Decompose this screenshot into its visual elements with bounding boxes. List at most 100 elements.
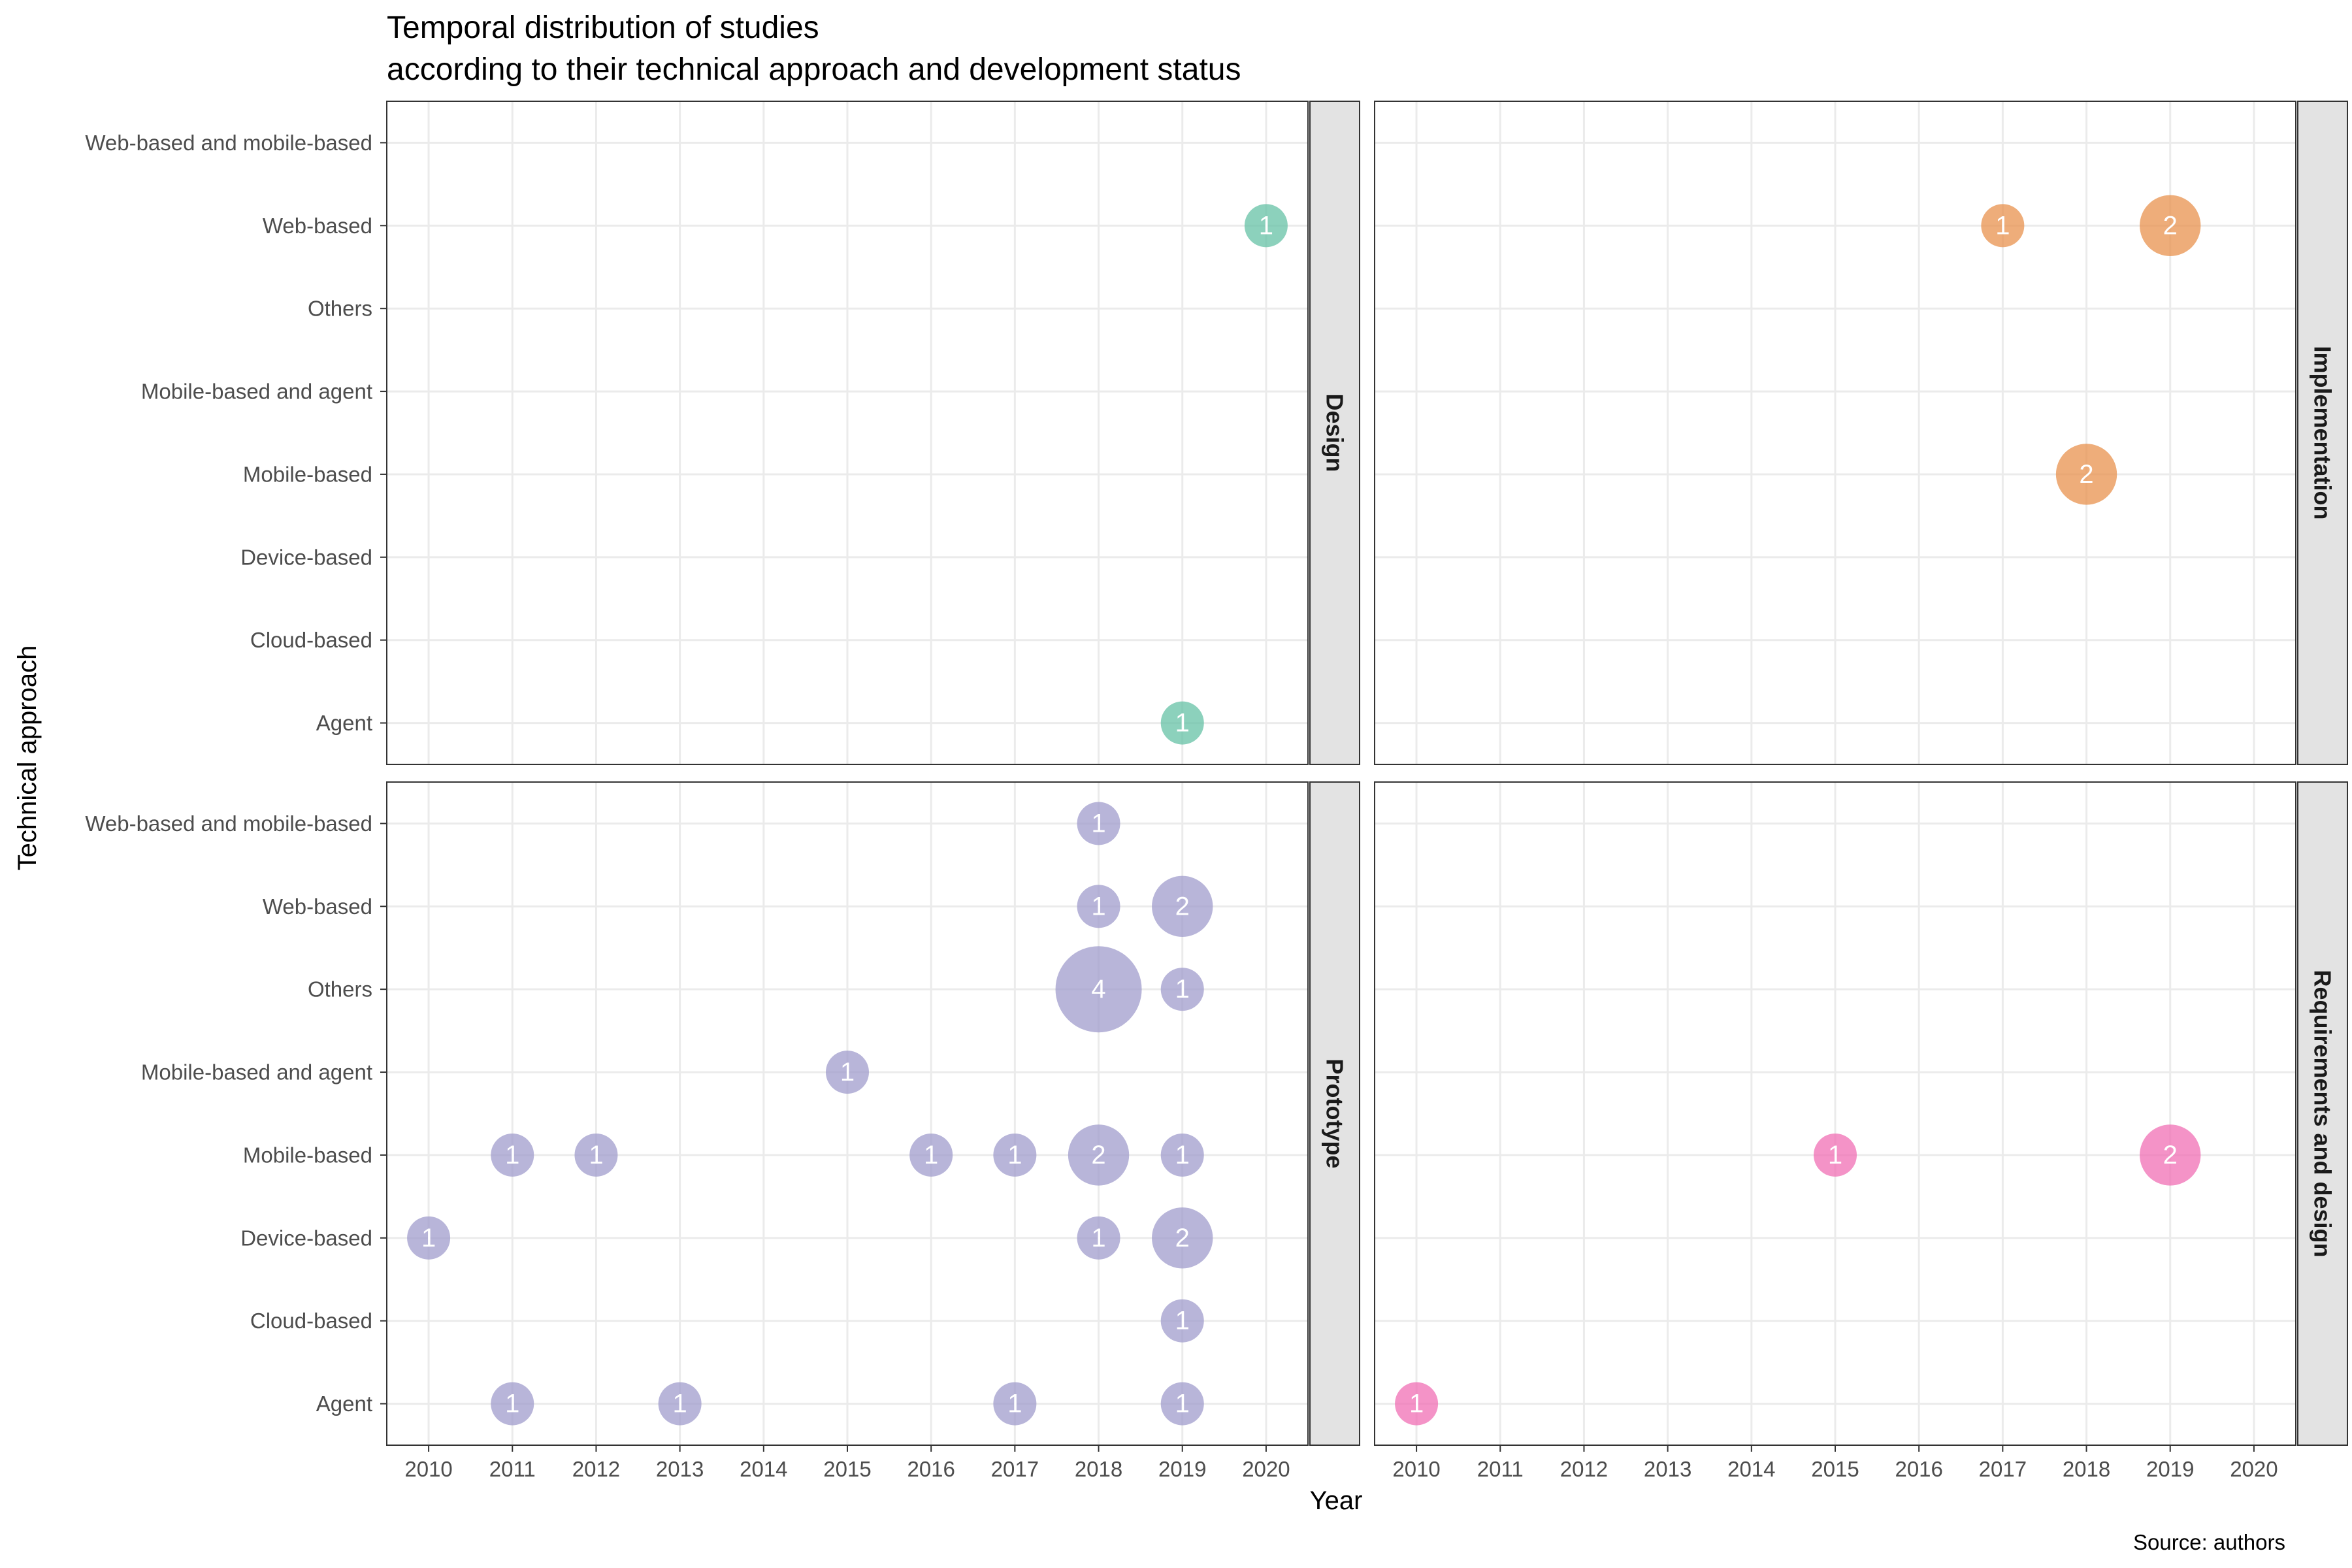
panel-border (1374, 101, 2296, 765)
bubble-prototype-2018-web-based (1077, 885, 1120, 928)
chart-title-line-1: Temporal distribution of studies (387, 10, 819, 45)
x-tick-label-2017: 2017 (991, 1457, 1039, 1481)
bubble-prototype-2018-device-based (1077, 1216, 1120, 1260)
y-tick-label-web-based: Web-based (263, 214, 372, 238)
x-tick-label-2011: 2011 (489, 1457, 536, 1481)
y-tick-label-mobile-based-and-agent: Mobile-based and agent (141, 380, 372, 404)
bubble-requirements-and-design-2019-mobile-based (2140, 1124, 2201, 1186)
y-tick-label-cloud-based: Cloud-based (250, 1309, 372, 1333)
bubble-label: 1 (1828, 1141, 1842, 1169)
panel-requirements-and-design: Requirements and design 2010 2011 2012 2013 2… (1374, 781, 2348, 1481)
y-tick-label-mobile-based: Mobile-based (243, 1143, 372, 1167)
strip-background (1309, 781, 1360, 1446)
strip-label-requirements-and-design: Requirements and design (2310, 970, 2336, 1257)
x-tick-label-2016: 2016 (907, 1457, 955, 1481)
bubble-prototype-2018-web-based-and-mobile-based (1077, 802, 1120, 845)
x-tick-label-2019: 2019 (2146, 1457, 2194, 1481)
bubble-design-2019-agent (1160, 701, 1204, 745)
bubble-prototype-2016-mobile-based (909, 1133, 953, 1177)
bubble-label: 1 (1175, 1141, 1190, 1169)
x-tick-label-2020: 2020 (1242, 1457, 1290, 1481)
x-tick-label-2017: 2017 (1979, 1457, 2027, 1481)
x-tick-label-2014: 2014 (740, 1457, 787, 1481)
x-tick-label-2015: 2015 (1811, 1457, 1859, 1481)
chart-title-line-2: according to their technical approach an… (387, 52, 1241, 87)
bubble-label: 1 (1007, 1141, 1022, 1169)
panel-implementation: Implementation 1 2 2 (1374, 101, 2348, 765)
y-tick-label-web-based-and-mobile-based: Web-based and mobile-based (85, 811, 372, 836)
x-tick-label-2014: 2014 (1727, 1457, 1775, 1481)
bubble-prototype-2010-device-based (407, 1216, 451, 1260)
y-tick-label-others: Others (308, 297, 372, 321)
x-tick-label-2018: 2018 (2063, 1457, 2110, 1481)
bubble-label: 2 (1175, 892, 1190, 921)
y-tick-label-cloud-based: Cloud-based (250, 628, 372, 652)
strip-label-prototype: Prototype (1322, 1058, 1348, 1168)
caption: Source: authors (2133, 1530, 2285, 1554)
bubble-label: 1 (1175, 1307, 1190, 1335)
x-tick-label-2015: 2015 (823, 1457, 871, 1481)
panel-border (386, 101, 1309, 765)
strip-label-design: Design (1322, 393, 1348, 472)
bubble-prototype-2019-cloud-based (1160, 1299, 1204, 1343)
bubble-implementation-2019-web-based (2140, 195, 2201, 256)
bubble-label: 1 (505, 1141, 519, 1169)
y-tick-label-others: Others (308, 977, 372, 1002)
panel-design: Design Agent Cloud-based Device-based Mobile… (85, 101, 1360, 765)
y-tick-label-device-based: Device-based (240, 545, 372, 569)
bubble-prototype-2019-web-based (1152, 875, 1213, 937)
strip-label-implementation: Implementation (2310, 346, 2336, 519)
bubble-prototype-2019-agent (1160, 1382, 1204, 1426)
bubble-requirements-and-design-2010-agent (1395, 1382, 1439, 1426)
bubble-label: 1 (1175, 1390, 1190, 1418)
bubble-prototype-2018-others (1055, 946, 1142, 1033)
bubble-label: 1 (1007, 1390, 1022, 1418)
x-tick-label-2013: 2013 (656, 1457, 704, 1481)
bubble-prototype-2018-mobile-based (1068, 1124, 1130, 1186)
bubble-label: 1 (1175, 709, 1190, 738)
bubble-prototype-2019-mobile-based (1160, 1133, 1204, 1177)
bubble-prototype-2013-agent (658, 1382, 702, 1426)
bubble-label: 1 (924, 1141, 938, 1169)
bubble-label: 2 (2163, 211, 2178, 240)
bubble-label: 1 (1259, 211, 1273, 240)
bubble-label: 1 (1091, 809, 1105, 838)
x-tick-label-2012: 2012 (572, 1457, 620, 1481)
x-tick-label-2010: 2010 (404, 1457, 452, 1481)
panel-prototype: Prototype Agent Cloud-based Device-based Mob… (85, 781, 1360, 1481)
bubble-implementation-2017-web-based (1981, 204, 2025, 248)
bubble-prototype-2011-agent (491, 1382, 534, 1426)
y-tick-label-web-based: Web-based (263, 894, 372, 919)
x-tick-label-2019: 2019 (1158, 1457, 1206, 1481)
x-tick-label-2013: 2013 (1644, 1457, 1691, 1481)
bubble-prototype-2015-mobile-based-and-agent (826, 1051, 869, 1094)
bubble-design-2020-web-based (1244, 204, 1288, 248)
bubble-prototype-2017-mobile-based (993, 1133, 1037, 1177)
x-tick-label-2018: 2018 (1075, 1457, 1122, 1481)
y-axis-title: Technical approach (13, 645, 42, 871)
bubble-prototype-2019-others (1160, 968, 1204, 1011)
y-tick-label-agent: Agent (316, 1392, 372, 1416)
strip-background (1309, 101, 1360, 765)
y-tick-label-device-based: Device-based (240, 1226, 372, 1250)
y-tick-label-web-based-and-mobile-based: Web-based and mobile-based (85, 131, 372, 155)
bubble-label: 1 (840, 1058, 855, 1086)
bubble-prototype-2017-agent (993, 1382, 1037, 1426)
bubble-prototype-2012-mobile-based (574, 1133, 618, 1177)
strip-background (2297, 101, 2348, 765)
x-tick-label-2012: 2012 (1560, 1457, 1608, 1481)
x-tick-label-2016: 2016 (1895, 1457, 1942, 1481)
x-axis-title: Year (1310, 1486, 1363, 1515)
y-tick-label-mobile-based: Mobile-based (243, 462, 372, 486)
bubble-label: 1 (1091, 892, 1105, 921)
y-tick-label-agent: Agent (316, 711, 372, 735)
bubble-implementation-2018-mobile-based (2055, 444, 2117, 505)
x-tick-label-2011: 2011 (1477, 1457, 1524, 1481)
x-tick-label-2020: 2020 (2230, 1457, 2278, 1481)
bubble-prototype-2011-mobile-based (491, 1133, 534, 1177)
bubble-label: 1 (1409, 1390, 1424, 1418)
bubble-requirements-and-design-2015-mobile-based (1814, 1133, 1857, 1177)
bubble-label: 1 (1175, 975, 1190, 1004)
bubble-prototype-2019-device-based (1152, 1207, 1213, 1269)
